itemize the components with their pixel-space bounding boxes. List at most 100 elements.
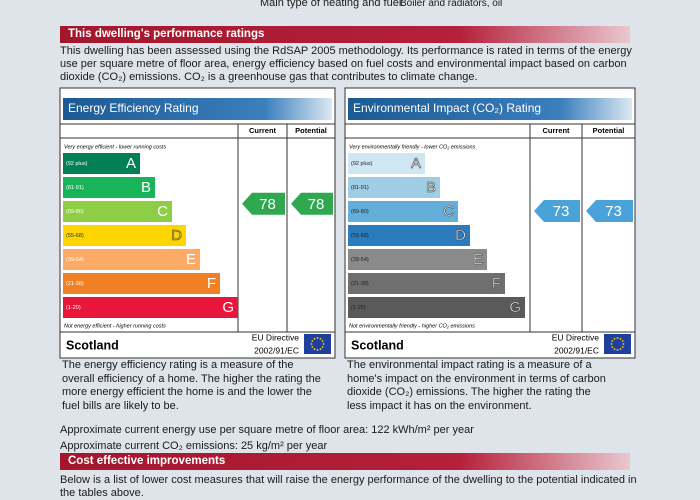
column-header: Current [249, 126, 277, 135]
eu-star [619, 337, 622, 340]
section-title: This dwelling's performance ratings [68, 28, 265, 40]
eu-star [610, 343, 613, 345]
band-range: (39-54) [351, 257, 369, 263]
band [63, 249, 200, 270]
energy-use: Approximate current energy use per squar… [60, 424, 474, 436]
band-range: (1-20) [351, 305, 366, 311]
co2-emissions: Approximate current CO₂ emissions: 25 kg… [60, 440, 328, 452]
band [63, 297, 238, 318]
band-letter: C [443, 203, 454, 220]
band-letter: A [126, 155, 136, 172]
intro-line: This dwelling has been assessed using th… [60, 45, 632, 57]
eu-star [611, 346, 614, 348]
description-line: overall efficiency of a home. The higher… [62, 372, 321, 385]
eu-flag [604, 334, 631, 354]
eu-star [316, 337, 319, 339]
rating-value: 78 [259, 196, 276, 213]
band-letter: D [171, 227, 182, 244]
description-line: more energy efficient the home is and th… [62, 386, 312, 398]
bottom-note: Not environmentally friendly - higher CO… [349, 323, 475, 329]
eu-star [613, 337, 616, 340]
rating-arrow [534, 200, 580, 222]
band [63, 177, 155, 198]
rating-value: 73 [605, 203, 622, 220]
top-note: Very environmentally friendly - lower CO… [349, 144, 476, 150]
eu-star [319, 337, 322, 340]
eu-star [322, 343, 325, 345]
rating-arrow [291, 192, 333, 215]
band-letter: F [207, 275, 216, 292]
band-range: (69-80) [66, 209, 84, 215]
band-range: (1-20) [66, 305, 81, 311]
band-letter: G [509, 299, 521, 316]
band-range: (21-38) [351, 281, 369, 287]
directive: 2002/91/EC [254, 345, 299, 355]
band-range: (69-80) [351, 209, 369, 215]
band [63, 201, 172, 222]
description-line: dioxide (CO₂) emissions. The higher the … [347, 386, 591, 398]
column-header: Potential [593, 126, 625, 135]
top-note: Very energy efficient - lower running co… [64, 144, 166, 150]
band-letter: B [426, 179, 436, 196]
section-bar: Cost effective improvements [60, 453, 630, 470]
band [348, 153, 425, 174]
rating-value: 73 [553, 203, 570, 220]
rating-arrow [242, 192, 285, 215]
band-letter: D [455, 227, 466, 244]
eu-star [321, 346, 324, 348]
band [348, 297, 525, 318]
panel-title: Environmental Impact (CO₂) Rating [353, 101, 541, 115]
region: Scotland [66, 338, 119, 352]
improvements-line: the tables above. [60, 487, 144, 499]
band-letter: G [222, 299, 234, 316]
band [348, 273, 505, 294]
eu-star [316, 349, 319, 351]
band [63, 225, 186, 246]
eu-star [321, 340, 324, 342]
eu-star [611, 340, 614, 342]
band-letter: E [473, 251, 483, 268]
band [348, 225, 470, 246]
eu-star [613, 348, 616, 351]
eu-star [313, 348, 316, 351]
band [63, 273, 220, 294]
eu-star [311, 340, 314, 342]
heating-label: Main type of heating and fuel: [260, 0, 405, 9]
description-line: The energy efficiency rating is a measur… [62, 359, 294, 371]
intro-line: use per square metre of floor area, ener… [60, 58, 627, 70]
band-range: (92 plus) [351, 161, 373, 167]
eu-star [619, 348, 622, 351]
band-range: (55-68) [66, 233, 84, 239]
description-line: home's impact on the environment in term… [347, 372, 606, 385]
description-line: fuel bills are likely to be. [62, 399, 179, 412]
band-range: (81-91) [351, 185, 369, 191]
column-header: Current [542, 126, 570, 135]
band-letter: E [186, 251, 196, 268]
panel-title-bar [63, 98, 332, 120]
heating-value: Boiler and radiators, oil [400, 0, 503, 9]
band [348, 201, 458, 222]
eu-star [313, 337, 316, 340]
section-title: Cost effective improvements [68, 455, 226, 467]
rating-value: 78 [308, 196, 325, 213]
eu-flag [304, 334, 331, 354]
directive: 2002/91/EC [554, 345, 599, 355]
rating-arrow [586, 200, 633, 222]
band [63, 153, 140, 174]
eu-star [616, 337, 619, 339]
band [348, 177, 440, 198]
directive: EU Directive [552, 332, 600, 342]
bottom-note: Not energy efficient - higher running co… [64, 323, 166, 329]
description-line: The environmental impact rating is a mea… [347, 359, 592, 371]
region: Scotland [351, 338, 404, 352]
eu-star [621, 340, 624, 342]
directive: EU Directive [252, 332, 300, 342]
band-range: (92 plus) [66, 161, 88, 167]
eu-star [621, 346, 624, 348]
band-letter: F [492, 275, 501, 292]
description-line: less impact it has on the environment. [347, 399, 532, 412]
band [348, 249, 487, 270]
band-letter: A [411, 155, 421, 172]
